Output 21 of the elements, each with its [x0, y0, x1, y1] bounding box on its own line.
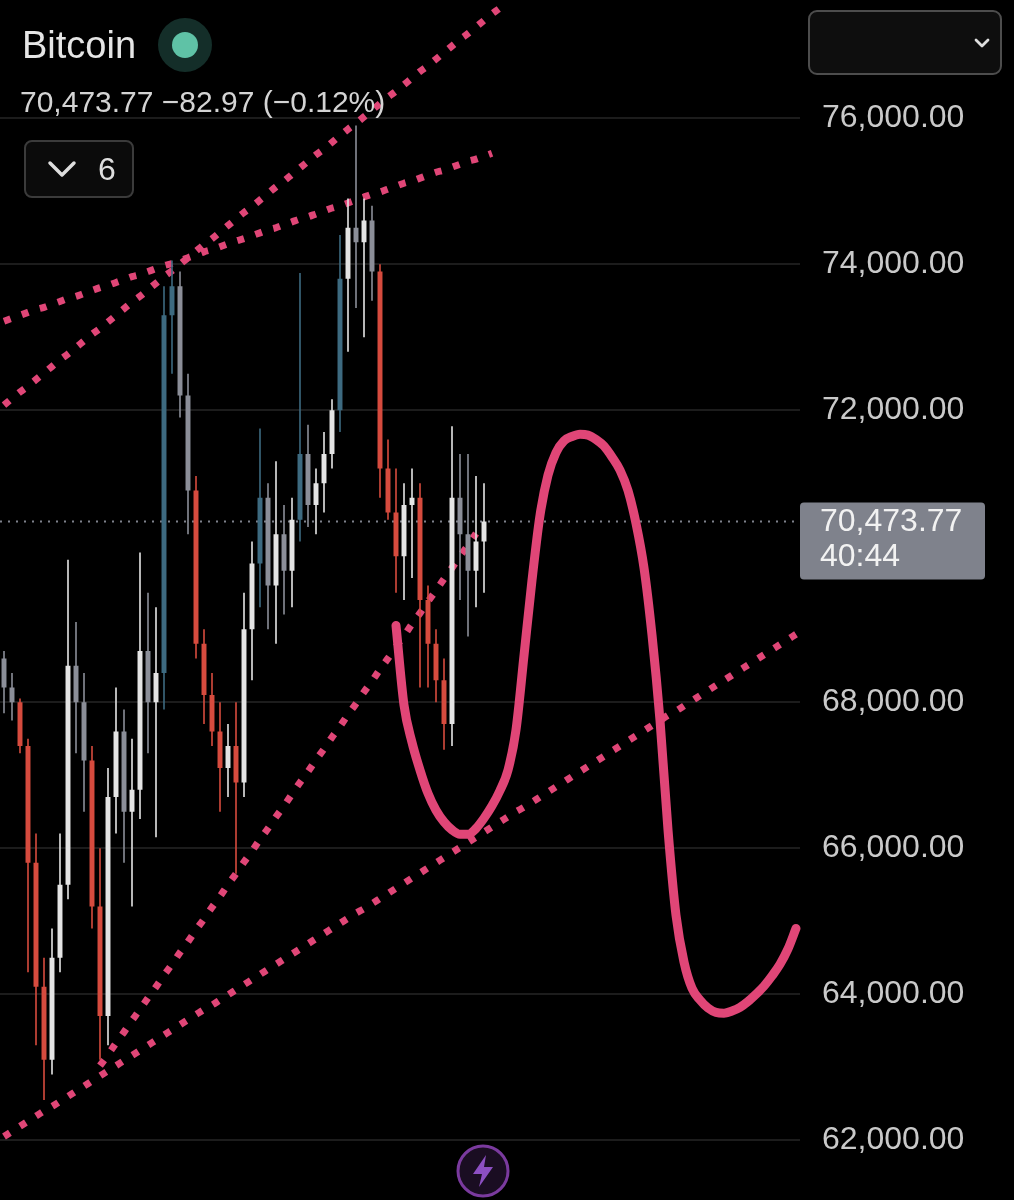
y-tick-label: 72,000.00	[822, 390, 965, 427]
y-tick-label: 74,000.00	[822, 244, 965, 281]
candlestick	[481, 483, 487, 593]
candlestick	[153, 607, 159, 838]
y-tick-label: 76,000.00	[822, 98, 965, 135]
y-tick-label: 62,000.00	[822, 1119, 965, 1156]
dropdown[interactable]	[808, 10, 1002, 75]
candlestick	[361, 198, 367, 338]
candlestick	[473, 475, 479, 608]
candlestick	[353, 125, 359, 309]
text: Bitcoin	[22, 23, 137, 68]
text: 70,473.77 −82.97 (−0.12%)	[20, 84, 386, 120]
y-tick-label: 66,000.00	[822, 828, 965, 864]
y-tick-label: 64,000.00	[822, 973, 965, 1010]
button[interactable]: 6	[24, 140, 134, 198]
y-tick-label: 68,000.00	[822, 682, 965, 719]
ref-line-label: 70,473.77 40:44	[820, 502, 963, 574]
annotation: 6	[98, 151, 116, 187]
candlestick	[409, 468, 415, 579]
candlestick	[129, 738, 135, 907]
candlestick	[233, 702, 239, 874]
